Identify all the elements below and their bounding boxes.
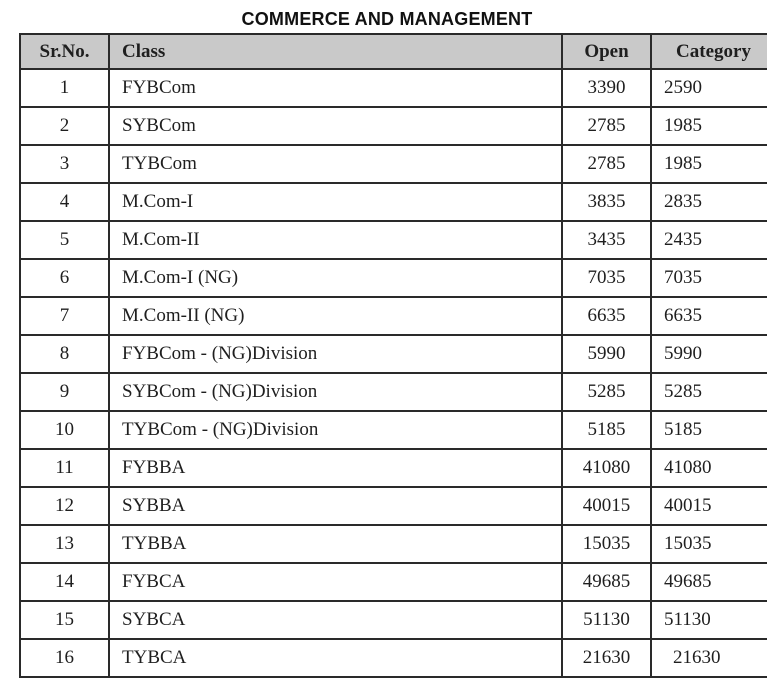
cell-class: M.Com-II (NG) [108, 296, 563, 336]
column-header-open: Open [561, 33, 652, 70]
cell-class: SYBCA [108, 600, 563, 640]
cell-class: TYBCA [108, 638, 563, 678]
column-header-class: Class [108, 33, 563, 70]
table-header: Sr.No. Class Open Category [19, 33, 767, 70]
cell-sr-no: 1 [19, 68, 110, 108]
cell-open: 41080 [561, 448, 652, 488]
cell-open: 3835 [561, 182, 652, 222]
cell-sr-no: 5 [19, 220, 110, 260]
cell-sr-no: 7 [19, 296, 110, 336]
cell-category: 5185 [650, 410, 767, 450]
table-row: 7 M.Com-II (NG) 6635 6635 [19, 296, 767, 336]
cell-category: 2435 [650, 220, 767, 260]
column-header-sr-no: Sr.No. [19, 33, 110, 70]
table-row: 16 TYBCA 21630 21630 [19, 638, 767, 678]
cell-class: M.Com-II [108, 220, 563, 260]
cell-class: SYBBA [108, 486, 563, 526]
cell-open: 2785 [561, 144, 652, 184]
table-row: 11 FYBBA 41080 41080 [19, 448, 767, 488]
cell-sr-no: 2 [19, 106, 110, 146]
cell-open: 3390 [561, 68, 652, 108]
table-row: 4 M.Com-I 3835 2835 [19, 182, 767, 222]
cell-category: 1985 [650, 144, 767, 184]
cell-class: SYBCom - (NG)Division [108, 372, 563, 412]
cell-open: 7035 [561, 258, 652, 298]
cell-category: 7035 [650, 258, 767, 298]
cell-category: 15035 [650, 524, 767, 564]
cell-category: 40015 [650, 486, 767, 526]
cell-class: TYBBA [108, 524, 563, 564]
table-header-row: Sr.No. Class Open Category [19, 33, 767, 70]
cell-open: 5285 [561, 372, 652, 412]
cell-open: 6635 [561, 296, 652, 336]
cell-open: 5990 [561, 334, 652, 374]
table-row: 1 FYBCom 3390 2590 [19, 68, 767, 108]
table-row: 14 FYBCA 49685 49685 [19, 562, 767, 602]
cell-sr-no: 4 [19, 182, 110, 222]
table-row: 5 M.Com-II 3435 2435 [19, 220, 767, 260]
table-row: 3 TYBCom 2785 1985 [19, 144, 767, 184]
cell-class: FYBBA [108, 448, 563, 488]
cell-category: 1985 [650, 106, 767, 146]
cell-category: 41080 [650, 448, 767, 488]
cell-category: 2835 [650, 182, 767, 222]
table-row: 12 SYBBA 40015 40015 [19, 486, 767, 526]
table-row: 15 SYBCA 51130 51130 [19, 600, 767, 640]
cell-category: 6635 [650, 296, 767, 336]
cell-class: FYBCA [108, 562, 563, 602]
cell-open: 2785 [561, 106, 652, 146]
table-body: 1 FYBCom 3390 2590 2 SYBCom 2785 1985 3 TYBCom 278… [19, 68, 767, 678]
table-row: 2 SYBCom 2785 1985 [19, 106, 767, 146]
cell-open: 21630 [561, 638, 652, 678]
cell-sr-no: 9 [19, 372, 110, 412]
table-row: 8 FYBCom - (NG)Division 5990 5990 [19, 334, 767, 374]
cell-sr-no: 10 [19, 410, 110, 450]
cell-category: 5285 [650, 372, 767, 412]
cell-category: 2590 [650, 68, 767, 108]
cell-sr-no: 6 [19, 258, 110, 298]
cell-open: 49685 [561, 562, 652, 602]
cell-sr-no: 16 [19, 638, 110, 678]
cell-sr-no: 15 [19, 600, 110, 640]
cell-class: TYBCom [108, 144, 563, 184]
table-row: 10 TYBCom - (NG)Division 5185 5185 [19, 410, 767, 450]
page-title: COMMERCE AND MANAGEMENT [241, 9, 533, 29]
cell-sr-no: 12 [19, 486, 110, 526]
column-header-category: Category [650, 33, 767, 70]
cell-class: SYBCom [108, 106, 563, 146]
cell-open: 5185 [561, 410, 652, 450]
cell-class: FYBCom [108, 68, 563, 108]
cell-category: 49685 [650, 562, 767, 602]
admissions-table: Sr.No. Class Open Category 1 FYBCom 3390 25… [19, 33, 767, 678]
cell-open: 3435 [561, 220, 652, 260]
cell-sr-no: 8 [19, 334, 110, 374]
table-row: 13 TYBBA 15035 15035 [19, 524, 767, 564]
cell-open: 51130 [561, 600, 652, 640]
cell-category: 51130 [650, 600, 767, 640]
cell-open: 40015 [561, 486, 652, 526]
cell-open: 15035 [561, 524, 652, 564]
table-row: 9 SYBCom - (NG)Division 5285 5285 [19, 372, 767, 412]
cell-class: FYBCom - (NG)Division [108, 334, 563, 374]
cell-sr-no: 11 [19, 448, 110, 488]
cell-sr-no: 14 [19, 562, 110, 602]
cell-class: M.Com-I (NG) [108, 258, 563, 298]
document-content: COMMERCE AND MANAGEMENT Sr.No. Class Ope… [19, 0, 767, 678]
cell-sr-no: 3 [19, 144, 110, 184]
cell-class: TYBCom - (NG)Division [108, 410, 563, 450]
table-row: 6 M.Com-I (NG) 7035 7035 [19, 258, 767, 298]
cell-class: M.Com-I [108, 182, 563, 222]
cell-sr-no: 13 [19, 524, 110, 564]
cell-category: 5990 [650, 334, 767, 374]
cell-category: 21630 [650, 638, 767, 678]
